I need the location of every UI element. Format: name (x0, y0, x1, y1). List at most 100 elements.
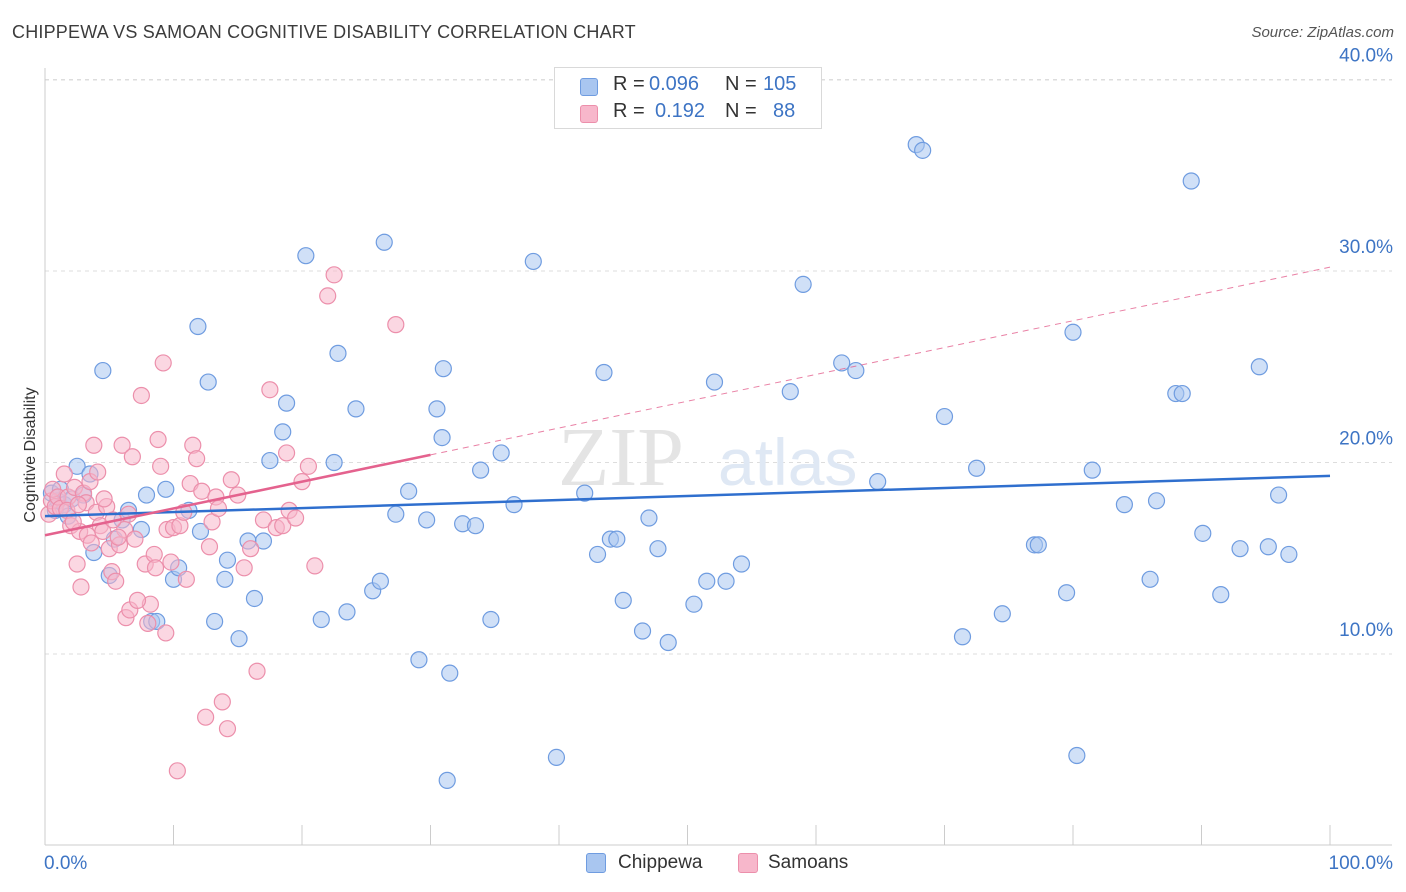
samoan-point (154, 354, 172, 372)
n-value: 88 (773, 100, 796, 122)
chippewa-point (68, 457, 86, 475)
samoan-point (168, 762, 186, 780)
chippewa-point (1115, 496, 1134, 514)
chippewa-point (277, 394, 296, 412)
samoan-point (113, 436, 131, 454)
chippewa-point (371, 572, 389, 590)
n-label: N = (725, 100, 757, 122)
chippewa-point (482, 610, 500, 629)
samoan-point (109, 528, 127, 546)
chippewa-point (428, 400, 446, 418)
legend-row-chippewa: R = 0.096 N = 105 (555, 73, 821, 101)
source-label: Source: ZipAtlas.com (1251, 24, 1394, 41)
chippewa-point (640, 509, 658, 527)
chippewa-point (1182, 172, 1200, 190)
chippewa-point (705, 373, 724, 391)
data-points (40, 136, 1298, 789)
samoan-point (128, 591, 147, 609)
samoan-point (162, 553, 180, 571)
samoan-point (325, 266, 343, 284)
samoan-point (149, 430, 167, 449)
chippewa-point (1280, 545, 1298, 564)
samoan-point (274, 517, 292, 535)
chippewa-point (794, 275, 812, 294)
samoan-point (306, 557, 324, 575)
chippewa-point (633, 622, 652, 640)
samoan-trendline (44, 453, 431, 537)
chippewa-point (466, 517, 485, 535)
chippewa-point (993, 605, 1011, 623)
samoan-point (197, 708, 215, 726)
watermark: ZIP atlas (558, 411, 857, 504)
samoan-point (218, 720, 237, 738)
r-label: R = (613, 73, 645, 95)
samoan-point (277, 444, 296, 462)
r-label: R = (613, 100, 645, 122)
correlation-legend: R = 0.096 N = 105 R = 0.192 N = 88 (554, 67, 822, 129)
n-value: 105 (763, 73, 797, 95)
chippewa-point (438, 771, 456, 789)
chippewa-point (261, 451, 279, 470)
samoan-point (132, 386, 150, 405)
samoan-point (123, 448, 141, 466)
chippewa-point (325, 453, 343, 472)
legend-row-samoans: R = 0.192 N = 88 (555, 100, 821, 128)
chippewa-point (312, 610, 330, 629)
samoan-point (139, 614, 157, 632)
samoan-point (209, 499, 228, 518)
chippewa-point (375, 233, 393, 251)
chippewa-point (781, 383, 799, 401)
samoan-point (85, 436, 103, 454)
r-value: 0.192 (655, 100, 706, 122)
chippewa-point (387, 505, 405, 523)
chippewa-point (433, 429, 451, 447)
chippewa-point (400, 482, 418, 500)
axes (44, 68, 1392, 846)
legend-label: Samoans (768, 852, 849, 873)
chippewa-point (685, 595, 703, 613)
samoan-point (261, 381, 279, 399)
samoan-point (213, 693, 231, 711)
r-value: 0.096 (649, 73, 700, 95)
chippewa-point (505, 496, 523, 514)
chippewa-point (157, 480, 175, 498)
chippewa-point (649, 540, 667, 558)
y-tick-label: 40.0% (1339, 46, 1393, 67)
chippewa-point (595, 363, 613, 382)
chippewa-point (1147, 492, 1166, 510)
samoan-point (286, 509, 305, 527)
chippewa-point (1083, 461, 1101, 479)
samoan-point (222, 471, 240, 489)
samoan-point (235, 559, 253, 577)
chippewa-point (588, 545, 607, 564)
chippewa-point (1141, 570, 1159, 588)
legend-label: Chippewa (618, 852, 703, 873)
samoan-point (68, 555, 86, 573)
y-tick-label: 10.0% (1339, 620, 1393, 641)
x-tick-label: 0.0% (44, 853, 87, 874)
chippewa-point (608, 530, 626, 548)
chippewa-point (297, 247, 315, 265)
chippewa-point (833, 354, 851, 372)
chippewa-point (698, 572, 716, 590)
samoan-point (188, 450, 206, 468)
samoan-point (177, 570, 195, 588)
chippewa-point (1068, 746, 1086, 765)
samoan-point (242, 540, 260, 558)
samoan-point (69, 496, 88, 514)
chippewa-point (1064, 323, 1082, 341)
chippewa-point (968, 459, 986, 477)
chippewa-point (1231, 540, 1249, 558)
chippewa-point (1269, 486, 1288, 504)
x-tick-label: 100.0% (1329, 853, 1394, 874)
samoan-point (200, 538, 219, 556)
y-tick-label: 20.0% (1339, 429, 1393, 450)
chippewa-point (254, 532, 273, 550)
chippewa-point (230, 630, 248, 648)
samoan-point (248, 662, 266, 680)
chippewa-point (191, 522, 210, 541)
samoan-point (152, 457, 170, 475)
samoan-point (89, 463, 107, 481)
samoan-point (107, 572, 125, 590)
